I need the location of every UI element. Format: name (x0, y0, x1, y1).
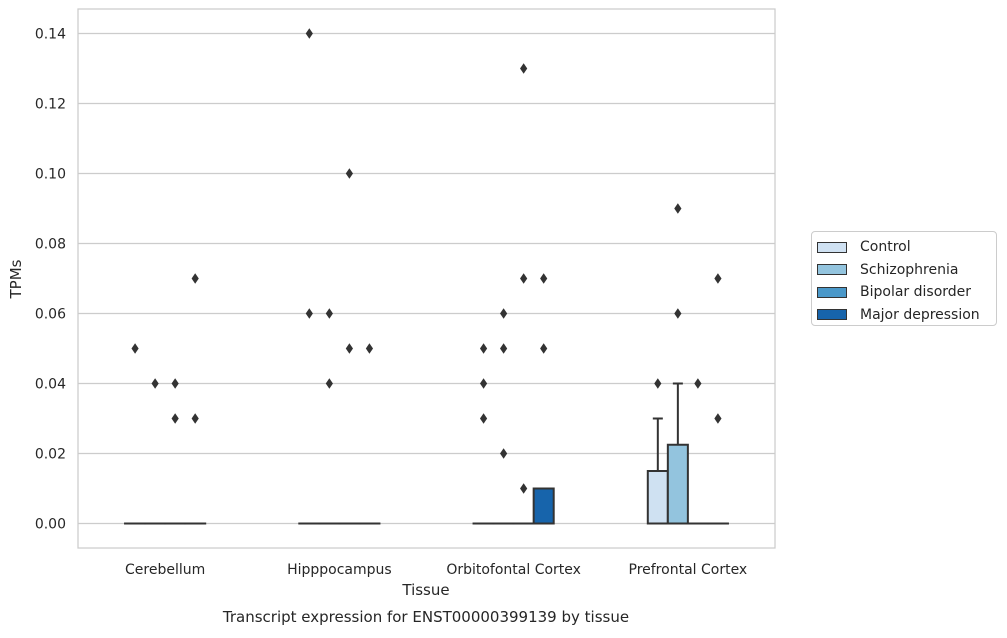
y-tick-label: 0.06 (35, 307, 66, 323)
legend-item-control: Control (817, 236, 996, 259)
y-tick-label: 0.10 (35, 167, 66, 183)
box-rect (534, 489, 554, 524)
legend-swatch (817, 287, 847, 298)
legend-label: Schizophrenia (860, 262, 958, 278)
y-tick-label: 0.08 (35, 237, 66, 253)
chart-title: Transcript expression for ENST0000039913… (222, 608, 629, 626)
box (534, 489, 554, 524)
y-axis-label: TPMs (7, 259, 25, 299)
legend-swatch (817, 309, 847, 320)
x-tick-label: Hipppocampus (287, 562, 392, 578)
legend-swatch (817, 242, 847, 253)
box-rect (648, 471, 668, 524)
x-tick-label: Prefrontal Cortex (629, 562, 748, 578)
y-tick-label: 0.02 (35, 447, 66, 463)
legend-label: Control (860, 239, 911, 255)
y-tick-label: 0.00 (35, 517, 66, 533)
box-rect (668, 445, 688, 524)
x-tick-label: Cerebellum (125, 562, 205, 578)
legend-swatch (817, 264, 847, 275)
legend-label: Major depression (860, 307, 980, 323)
legend-item-major-depression: Major depression (817, 304, 996, 327)
legend: Control Schizophrenia Bipolar disorder M… (811, 231, 997, 326)
legend-label: Bipolar disorder (860, 284, 971, 300)
y-tick-label: 0.12 (35, 97, 66, 113)
legend-item-bipolar-disorder: Bipolar disorder (817, 281, 996, 304)
y-tick-labels: 0.00 0.02 0.04 0.06 0.08 0.10 0.12 0.14 (35, 27, 66, 533)
x-tick-label: Orbitofontal Cortex (446, 562, 581, 578)
legend-item-schizophrenia: Schizophrenia (817, 259, 996, 282)
y-tick-label: 0.04 (35, 377, 66, 393)
x-axis-label: Tissue (401, 581, 449, 599)
x-tick-labels: Cerebellum Hipppocampus Orbitofontal Corte… (125, 562, 747, 578)
y-tick-label: 0.14 (35, 27, 66, 43)
